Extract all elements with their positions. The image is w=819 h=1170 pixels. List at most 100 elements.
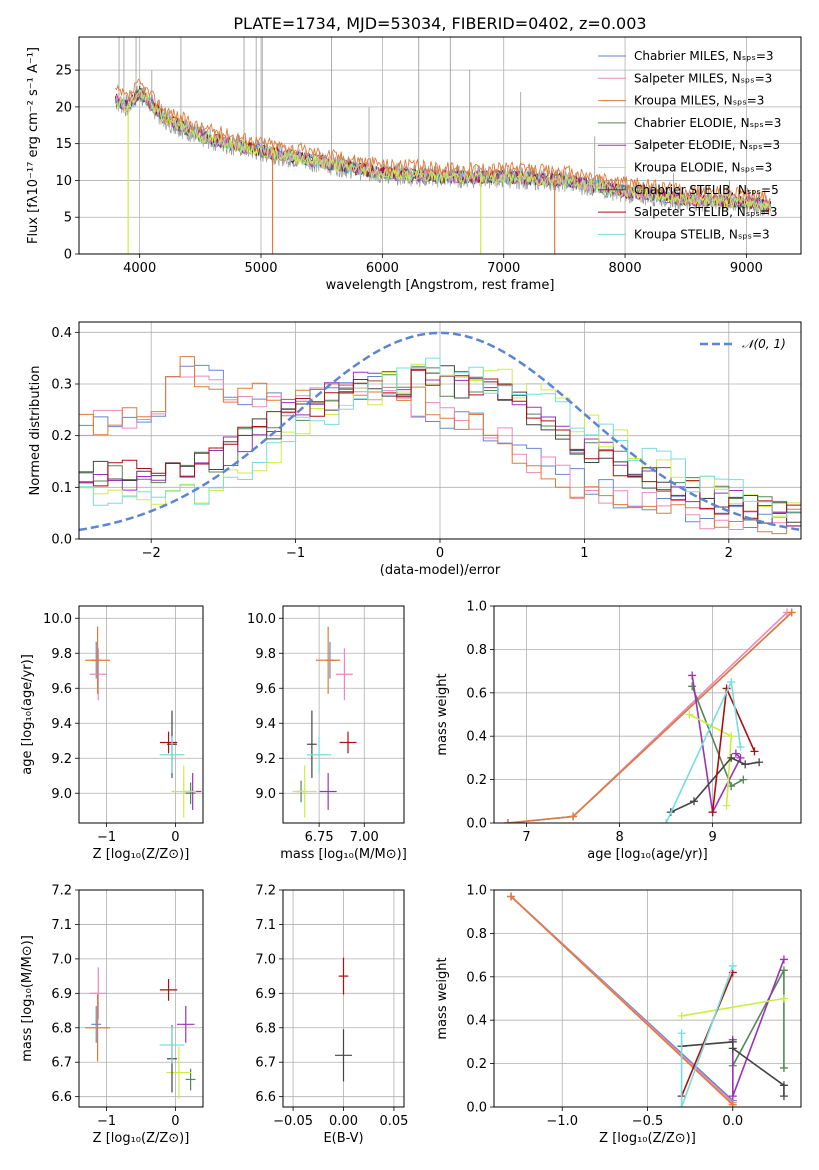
model-spectrum-line [115, 78, 771, 204]
weight-point-marker [685, 710, 694, 719]
y-tick-label: 9.8 [51, 647, 72, 662]
x-axis-label: Z [log₁₀(Z/Z⊙)] [93, 847, 190, 862]
legend-label: Kroupa MILES, Nₛₚₛ=3 [634, 94, 764, 108]
x-tick-label: 0.00 [329, 1114, 358, 1129]
model-spectrum-line [115, 89, 772, 213]
y-tick-label: 10.0 [43, 612, 72, 627]
plot-area [335, 957, 352, 1082]
legend-label: Salpeter STELIB, Nₛₚₛ=3 [634, 205, 778, 219]
x-axis-label: Z [log₁₀(Z/Z⊙)] [599, 1131, 696, 1146]
weight-point-marker [779, 955, 788, 964]
y-tick-label: 0.2 [466, 773, 487, 788]
y-tick-label: 6.7 [51, 1056, 72, 1071]
weight-point-marker [507, 892, 516, 901]
x-axis-label: (data-model)/error [380, 563, 501, 578]
chart-title: PLATE=1734, MJD=53034, FIBERID=0402, z=0… [233, 14, 646, 33]
y-tick-label: 7.0 [51, 952, 72, 967]
y-tick-label: 0.4 [51, 326, 72, 341]
y-tick-label: 0.0 [466, 817, 487, 832]
weight-series-line [681, 997, 785, 1017]
y-tick-label: 25 [55, 64, 72, 79]
plot-area [85, 967, 196, 1099]
y-tick-label: 6.6 [255, 1090, 276, 1105]
weight-point-marker [755, 758, 764, 767]
y-tick-label: 0.3 [51, 378, 72, 393]
y-tick-label: 7.1 [255, 918, 276, 933]
y-tick-label: 5 [64, 211, 72, 226]
y-tick-label: 0.8 [466, 927, 487, 942]
y-tick-label: 9.0 [255, 787, 276, 802]
y-tick-label: 6.8 [51, 1021, 72, 1036]
x-tick-label: −1 [97, 830, 116, 845]
x-axis-label: Z [log₁₀(Z/Z⊙)] [93, 1131, 190, 1146]
weight-series-line [680, 965, 734, 1107]
y-tick-label: 9.8 [255, 647, 276, 662]
weight-point-marker [722, 801, 731, 810]
weight-point-marker [569, 812, 578, 821]
x-tick-label: −0.05 [273, 1114, 313, 1129]
y-tick-label: 9.2 [255, 752, 276, 767]
weight-point-marker [677, 1103, 686, 1107]
y-tick-label: 0 [64, 248, 72, 263]
x-tick-label: −1 [286, 546, 305, 561]
residual-histogram [79, 369, 801, 519]
y-tick-label: 0.0 [466, 1101, 487, 1116]
y-tick-label: 6.9 [51, 987, 72, 1002]
plot-area [85, 626, 202, 818]
legend-label: Chabrier STELIB, Nₛₚₛ=5 [634, 183, 779, 197]
y-axis-label: Flux [fλ10⁻¹⁷ erg cm⁻² s⁻¹ A⁻¹] [26, 47, 41, 244]
weight-series-line [507, 611, 788, 823]
weight-point-marker [779, 1063, 788, 1072]
y-axis-label: Normed distribution [28, 366, 43, 496]
x-tick-label: 7000 [487, 261, 520, 276]
x-tick-label: 0 [171, 1114, 179, 1129]
weight-point-marker [727, 732, 736, 741]
y-tick-label: 0.1 [51, 481, 72, 496]
weight-point-marker [677, 1011, 686, 1020]
y-tick-label: 7.2 [51, 884, 72, 899]
legend-label: Kroupa ELODIE, Nₛₚₛ=3 [634, 161, 772, 175]
x-tick-label: 7.00 [350, 830, 379, 845]
weight-point-marker [731, 749, 740, 758]
axes-frame [78, 889, 204, 1108]
x-tick-label: 8 [615, 830, 623, 845]
legend-label: Salpeter MILES, Nₛₚₛ=3 [634, 71, 772, 85]
y-tick-label: 1.0 [466, 884, 487, 899]
weight-series-line [732, 959, 785, 1097]
weight-point-marker [690, 797, 699, 806]
y-tick-label: 9.4 [255, 717, 276, 732]
weight-point-marker [741, 760, 750, 769]
y-axis-label: mass weight [435, 957, 450, 1039]
x-tick-label: 5000 [244, 261, 277, 276]
x-axis-label: wavelength [Angstrom, rest frame] [326, 278, 555, 293]
y-tick-label: 9.6 [255, 682, 276, 697]
axes-frame [282, 605, 405, 824]
weight-point-marker [728, 1044, 737, 1053]
weight-point-marker [728, 1092, 737, 1101]
weight-point-marker [750, 747, 759, 756]
massweight-vs-age-panel: 7 8 9 0.0 0.2 0.4 0.6 0.8 1.0 age [log₁₀(age/yr)]… [435, 600, 802, 862]
weight-point-marker [779, 1081, 788, 1090]
x-tick-label: 4000 [123, 261, 156, 276]
axes-frame [493, 889, 802, 1108]
y-tick-label: 1.0 [466, 600, 487, 615]
x-tick-label: 0 [436, 546, 444, 561]
weight-point-marker [728, 1100, 737, 1107]
y-axis-label: age [log₁₀(age/yr)] [20, 654, 35, 775]
y-tick-label: 9.6 [51, 682, 72, 697]
y-tick-label: 10 [55, 174, 72, 189]
mass-vs-metallicity-panel: −1 0 6.6 6.7 6.8 6.9 7.0 7.1 7.2 Z [log₁₀(Z/Z⊙)] m… [20, 884, 204, 1146]
x-tick-label: 1 [580, 546, 588, 561]
age-vs-mass-panel: 6.75 7.00 9.0 9.2 9.4 9.6 9.8 10.0 mass [log₁₀(M… [247, 605, 407, 862]
legend-label: 𝒩(0, 1) [742, 337, 786, 351]
x-tick-label: −0.5 [632, 1114, 664, 1129]
plot-area [79, 331, 801, 535]
x-tick-label: 8000 [609, 261, 642, 276]
y-tick-label: 6.7 [255, 1056, 276, 1071]
y-tick-label: 0.6 [466, 686, 487, 701]
y-tick-label: 0.4 [466, 730, 487, 745]
residual-histogram [79, 364, 801, 528]
x-tick-label: 2 [725, 546, 733, 561]
axes-frame [78, 605, 204, 824]
y-tick-label: 10.0 [247, 612, 276, 627]
